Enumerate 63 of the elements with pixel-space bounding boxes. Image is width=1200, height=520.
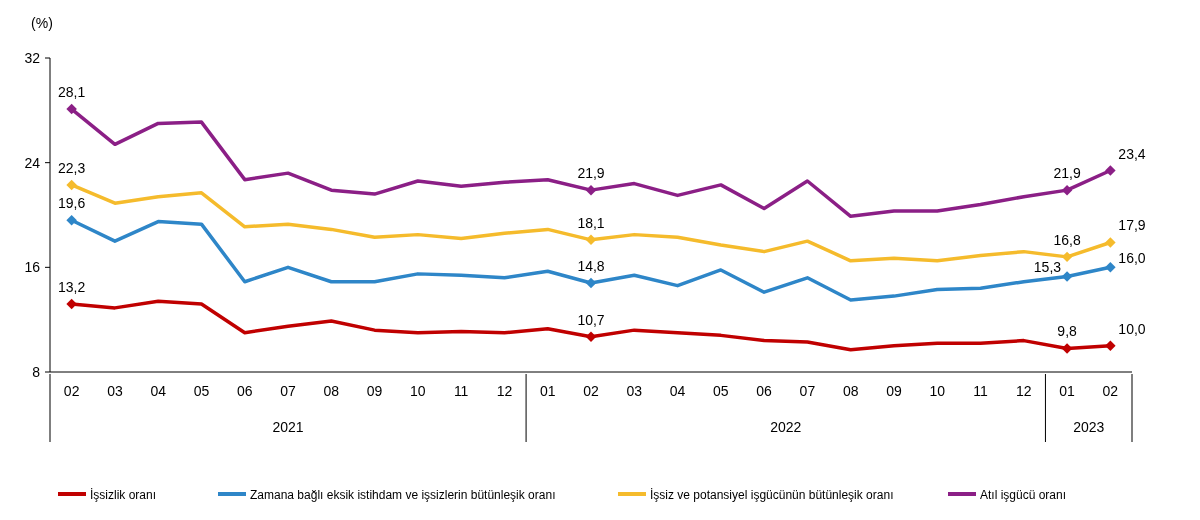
y-tick-label: 32 xyxy=(24,50,41,66)
x-tick-label: 06 xyxy=(756,383,773,399)
point xyxy=(1105,237,1116,248)
data-label: 14,8 xyxy=(577,258,605,275)
x-tick-label: 12 xyxy=(1016,383,1032,399)
legend-label: Zamana bağlı eksik istihdam ve işsizlerin bütünleşik oranı xyxy=(250,488,556,502)
x-tick-label: 01 xyxy=(1059,383,1076,399)
data-label: 18,1 xyxy=(577,214,605,231)
x-tick-label: 11 xyxy=(973,383,988,399)
y-tick-label: 16 xyxy=(24,259,41,276)
x-tick-label: 04 xyxy=(669,383,686,399)
point xyxy=(66,103,77,115)
point xyxy=(66,298,77,310)
x-tick-label: 09 xyxy=(366,383,383,399)
point xyxy=(585,331,597,342)
x-tick-label: 12 xyxy=(496,383,513,399)
point xyxy=(1061,271,1073,282)
x-tick-label: 03 xyxy=(626,383,643,399)
data-label: 10,7 xyxy=(577,311,605,328)
data-label: 21,9 xyxy=(577,165,605,182)
legend-label: İşsizlik oranı xyxy=(90,488,157,502)
y-tick-label: 24 xyxy=(24,154,41,171)
data-label: 22,3 xyxy=(58,159,86,176)
data-label: 15,3 xyxy=(1033,259,1062,276)
x-tick-label: 10 xyxy=(929,383,946,399)
data-label: 13,2 xyxy=(58,278,86,295)
x-tick-label: 10 xyxy=(410,383,426,399)
data-label: 17,9 xyxy=(1118,217,1146,234)
x-tick-label: 02 xyxy=(583,383,599,399)
x-tick-label: 04 xyxy=(150,383,167,399)
point xyxy=(66,214,77,226)
x-tick-label: 06 xyxy=(236,383,253,399)
x-tick-label: 02 xyxy=(1102,383,1119,399)
x-tick-label: 05 xyxy=(193,383,210,399)
point xyxy=(585,184,597,196)
data-label: 9,8 xyxy=(1057,323,1078,340)
point xyxy=(1061,184,1073,196)
point xyxy=(66,179,77,191)
x-tick-label: 02 xyxy=(63,383,80,399)
point xyxy=(1105,165,1116,176)
point xyxy=(1105,340,1116,352)
x-tick-label: 07 xyxy=(280,383,297,399)
legend-label: İşsiz ve potansiyel işgücünün bütünleşik oranı xyxy=(650,488,894,502)
x-tick-label: 03 xyxy=(107,383,123,399)
data-label: 21,9 xyxy=(1053,165,1081,182)
y-tick-label: 8 xyxy=(32,364,41,380)
data-label: 19,6 xyxy=(58,195,86,212)
data-label: 16,8 xyxy=(1053,231,1081,248)
x-tick-label: 07 xyxy=(799,383,816,399)
point xyxy=(585,277,597,289)
data-label: 23,4 xyxy=(1118,145,1146,162)
x-tick-label: 01 xyxy=(539,383,556,399)
y-axis-title: (%) xyxy=(31,15,53,31)
data-label: 10,0 xyxy=(1118,320,1146,337)
point xyxy=(1105,262,1116,273)
data-label: 16,0 xyxy=(1118,250,1146,267)
data-label: 28,1 xyxy=(58,84,86,101)
x-tick-label: 08 xyxy=(323,383,340,399)
x-tick-label: 11 xyxy=(453,383,469,399)
x-tick-label: 08 xyxy=(842,383,859,399)
legend-label: Atıl işgücü oranı xyxy=(980,488,1067,502)
x-tick-label: 05 xyxy=(713,383,729,399)
x-tick-label: 09 xyxy=(886,383,902,399)
